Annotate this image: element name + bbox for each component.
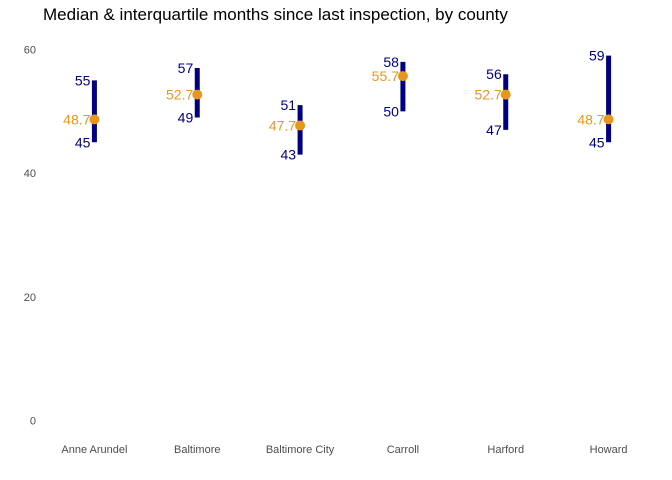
q3-label: 56 <box>486 66 502 82</box>
q3-label: 59 <box>589 48 605 64</box>
median-point <box>295 120 306 131</box>
median-point <box>500 89 511 100</box>
y-tick-label: 40 <box>24 168 36 180</box>
median-point <box>397 71 408 82</box>
q3-label: 51 <box>281 97 297 113</box>
median-point <box>192 89 203 100</box>
y-tick-label: 60 <box>24 45 36 57</box>
q1-label: 45 <box>589 134 605 150</box>
x-tick-label: Baltimore City <box>266 444 335 456</box>
chart-title: Median & interquartile months since last… <box>43 5 508 24</box>
median-label: 48.7 <box>63 111 90 127</box>
median-label: 55.7 <box>372 68 399 84</box>
q1-label: 43 <box>281 147 297 163</box>
x-tick-label: Howard <box>590 444 628 456</box>
q1-label: 49 <box>178 110 194 126</box>
x-tick-label: Harford <box>487 444 524 456</box>
q3-label: 57 <box>178 60 194 76</box>
y-tick-label: 0 <box>30 416 36 428</box>
x-tick-label: Carroll <box>387 444 419 456</box>
plot-area: 55 45 48.7 57 49 52.7 51 43 47.7 58 50 55.7 56 47 52.7… <box>63 48 614 163</box>
q1-label: 47 <box>486 122 502 138</box>
y-tick-label: 20 <box>24 292 36 304</box>
x-tick-label: Baltimore <box>174 444 220 456</box>
median-label: 52.7 <box>475 87 502 103</box>
median-point <box>603 114 614 125</box>
median-label: 47.7 <box>269 118 296 134</box>
median-point <box>89 114 100 125</box>
q1-label: 50 <box>383 103 399 119</box>
median-label: 52.7 <box>166 87 193 103</box>
q3-label: 55 <box>75 72 91 88</box>
x-tick-label: Anne Arundel <box>61 444 127 456</box>
median-label: 48.7 <box>577 111 604 127</box>
y-axis: 0 20 40 60 <box>24 45 36 428</box>
q3-label: 58 <box>383 54 399 70</box>
q1-label: 45 <box>75 134 91 150</box>
x-axis: Anne Arundel Baltimore Baltimore City Carro… <box>61 444 627 456</box>
